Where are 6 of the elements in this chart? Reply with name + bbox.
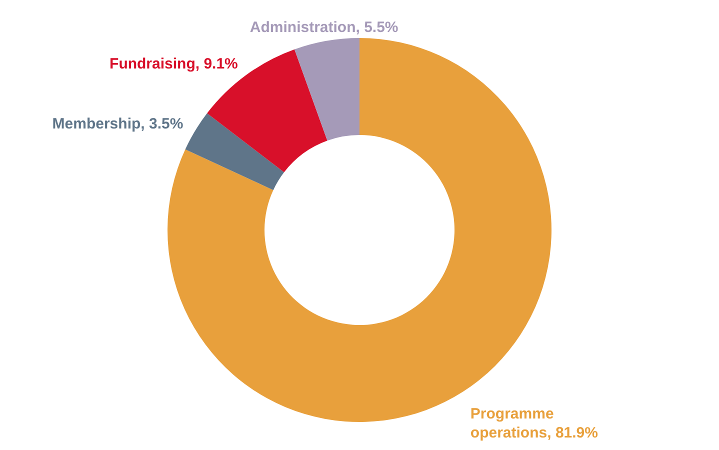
donut-slice [294,38,360,141]
donut-slice [185,113,284,190]
slice-label: Fundraising, 9.1% [110,56,238,73]
slice-label: Programme operations, 81.9% [470,406,598,442]
slice-label: Administration, 5.5% [250,19,398,36]
slice-label: Membership, 3.5% [52,115,184,132]
